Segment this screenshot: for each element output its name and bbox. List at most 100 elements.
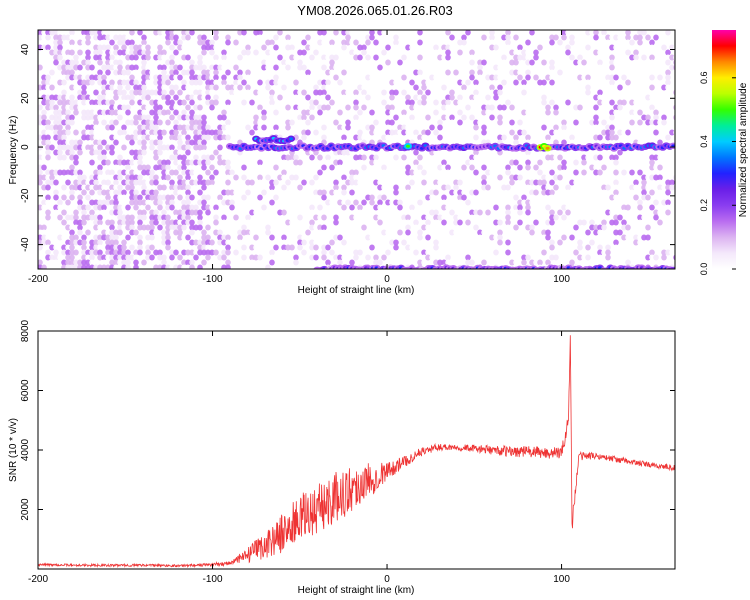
heatmap-cell — [89, 119, 95, 126]
heatmap-cell — [193, 104, 199, 111]
heatmap-cell — [281, 249, 287, 256]
heatmap-cell — [201, 204, 207, 211]
heatmap-cell — [145, 179, 151, 186]
heatmap-cell — [201, 144, 207, 151]
heatmap-cell — [629, 244, 635, 251]
heatmap-cell — [69, 194, 75, 201]
heatmap-cell — [225, 134, 231, 141]
heatmap-cell — [305, 129, 311, 136]
heatmap-cell — [525, 54, 531, 61]
heatmap-cell — [69, 84, 75, 91]
heatmap-cell — [225, 159, 231, 166]
heatmap-cell — [449, 189, 455, 196]
heatmap-cell — [109, 49, 115, 56]
heatmap-cell — [349, 189, 355, 196]
heatmap-cell — [505, 34, 511, 41]
heatmap-cell — [345, 169, 351, 176]
heatmap-cell — [297, 49, 303, 56]
heatmap-cell — [321, 229, 327, 236]
heatmap-cell — [77, 39, 83, 46]
heatmap-cell — [101, 104, 107, 111]
heatmap-cell — [501, 134, 507, 141]
heatmap-cell — [161, 214, 167, 221]
heatmap-cell — [497, 239, 503, 246]
heatmap-cell — [549, 59, 555, 66]
heatmap-cell — [385, 44, 391, 51]
heatmap-cell — [293, 49, 299, 56]
heatmap-cell — [609, 99, 615, 106]
heatmap-cell — [93, 219, 99, 226]
heatmap-cell — [69, 94, 75, 101]
heatmap-cell — [549, 69, 555, 76]
heatmap-cell — [53, 249, 59, 256]
heatmap-cell — [485, 104, 491, 111]
heatmap-cell — [137, 30, 143, 36]
heatmap-cell — [129, 134, 135, 141]
heatmap-cell — [117, 194, 123, 201]
heatmap-cell — [57, 49, 63, 56]
heatmap-cell — [297, 214, 303, 221]
heatmap-cell — [581, 154, 587, 161]
heatmap-cell — [101, 34, 107, 41]
heatmap-cell — [113, 119, 119, 126]
heatmap-cell — [205, 134, 211, 141]
heatmap-cell — [593, 124, 599, 131]
heatmap-cell — [425, 89, 431, 96]
heatmap-cell — [157, 254, 163, 261]
heatmap-cell — [217, 229, 223, 236]
heatmap-cell — [277, 119, 283, 126]
heatmap-cell — [161, 89, 167, 96]
heatmap-cell — [225, 189, 231, 196]
heatmap-cell — [441, 244, 447, 251]
heatmap-cell — [653, 109, 659, 116]
heatmap-cell — [69, 234, 75, 241]
heatmap-cell — [245, 189, 251, 196]
heatmap-cell — [217, 154, 223, 161]
heatmap-cell — [425, 214, 431, 221]
heatmap-cell — [357, 154, 363, 161]
heatmap-cell — [165, 229, 171, 236]
heatmap-cell — [177, 189, 183, 196]
heatmap-cell — [125, 254, 131, 261]
heatmap-cell — [421, 214, 427, 221]
heatmap-cell — [449, 89, 455, 96]
heatmap-cell — [293, 259, 299, 266]
heatmap-cell — [105, 49, 111, 56]
heatmap-cell — [333, 194, 339, 201]
heatmap-cell — [349, 39, 355, 46]
heatmap-cell — [433, 239, 439, 246]
heatmap-cell — [321, 194, 327, 201]
heatmap-cell — [157, 79, 163, 86]
heatmap-cell — [381, 134, 387, 141]
heatmap-cell — [385, 189, 391, 196]
heatmap-cell — [101, 39, 107, 46]
heatmap-cell — [517, 229, 523, 236]
heatmap-cell — [429, 84, 435, 91]
heatmap-cell — [445, 94, 451, 101]
heatmap-cell — [505, 44, 511, 51]
heatmap-cell — [649, 164, 655, 171]
heatmap-cell — [393, 244, 399, 251]
heatmap-cell — [321, 134, 327, 141]
heatmap-cell — [653, 214, 659, 221]
heatmap-cell — [41, 139, 47, 146]
heatmap-cell — [349, 129, 355, 136]
heatmap-cell — [161, 209, 167, 216]
heatmap-cell — [113, 34, 119, 41]
heatmap-cell — [525, 94, 531, 101]
heatmap-cell — [61, 59, 67, 66]
heatmap-cell — [649, 109, 655, 116]
heatmap-cell — [465, 119, 471, 126]
heatmap-cell — [477, 249, 483, 256]
heatmap-cell — [277, 174, 283, 181]
heatmap-cell — [577, 39, 583, 46]
heatmap-cell — [445, 104, 451, 111]
heatmap-cell — [117, 30, 123, 36]
heatmap-cell — [377, 204, 383, 211]
heatmap-cell — [205, 124, 211, 131]
heatmap-cell — [169, 64, 175, 71]
heatmap-cell — [445, 44, 451, 51]
heatmap-cell — [589, 30, 595, 36]
heatmap-cell — [441, 149, 447, 156]
heatmap-cell — [253, 30, 259, 36]
